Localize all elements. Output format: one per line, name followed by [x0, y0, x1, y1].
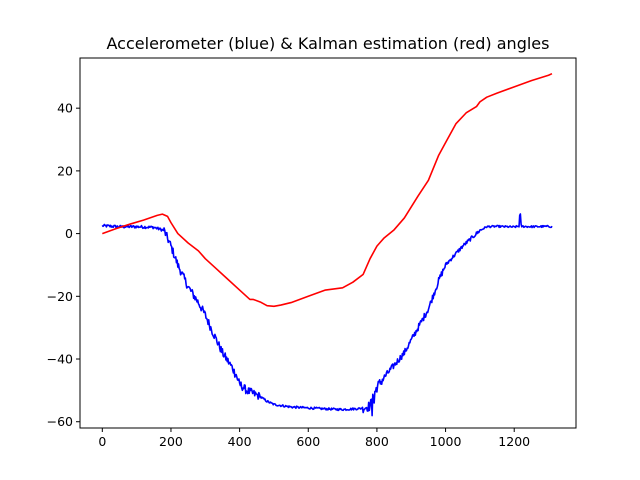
- x-tick-label: 1000: [430, 434, 462, 449]
- y-axis: −60 −40 −20 0 20 40: [47, 101, 80, 429]
- plot-area: [101, 72, 553, 417]
- x-axis: 0 200 400 600 800 1000 1200: [98, 428, 530, 449]
- x-tick-label: 600: [296, 434, 320, 449]
- y-tick-label: 0: [65, 226, 73, 241]
- y-tick-label: −40: [47, 352, 73, 367]
- y-tick-label: 40: [57, 101, 73, 116]
- x-tick-label: 0: [98, 434, 106, 449]
- series-line-kalman-estimation: [102, 72, 553, 308]
- series-line-accelerometer: [101, 213, 553, 417]
- x-tick-label: 400: [228, 434, 252, 449]
- x-tick-label: 800: [365, 434, 389, 449]
- x-tick-label: 1200: [498, 434, 530, 449]
- axes-frame: [79, 57, 577, 429]
- x-tick-label: 200: [159, 434, 183, 449]
- y-tick-label: −60: [47, 414, 73, 429]
- y-tick-label: −20: [47, 289, 73, 304]
- chart-title: Accelerometer (blue) & Kalman estimation…: [107, 34, 550, 53]
- y-tick-label: 20: [57, 163, 73, 178]
